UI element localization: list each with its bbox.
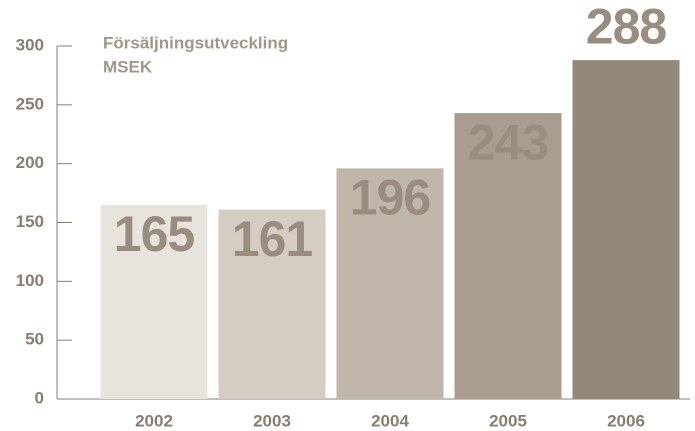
- y-tick-label: 300: [16, 35, 44, 54]
- bar: [336, 168, 444, 399]
- y-tick-label: 100: [16, 271, 44, 290]
- x-tick-label: 2006: [607, 411, 645, 430]
- value-label: 161: [232, 211, 313, 267]
- value-label: 196: [350, 170, 430, 226]
- value-label: 243: [468, 114, 548, 170]
- x-tick-label: 2002: [135, 411, 173, 430]
- bar: [100, 204, 208, 399]
- x-tick-label: 2004: [371, 411, 409, 430]
- bar: [218, 209, 326, 399]
- y-tick-label: 150: [16, 212, 44, 231]
- y-tick-label: 250: [16, 94, 44, 113]
- y-tick-label: 50: [25, 330, 44, 349]
- value-label: 165: [114, 206, 195, 262]
- value-label: 288: [586, 0, 667, 54]
- bar: [572, 60, 680, 400]
- y-tick-label: 200: [16, 153, 44, 172]
- chart-subtitle: MSEK: [103, 57, 153, 76]
- chart-title: Försäljningsutveckling: [103, 33, 288, 52]
- x-tick-label: 2003: [253, 411, 291, 430]
- y-tick-label: 0: [35, 388, 44, 407]
- x-tick-label: 2005: [489, 411, 527, 430]
- bar: [454, 113, 562, 399]
